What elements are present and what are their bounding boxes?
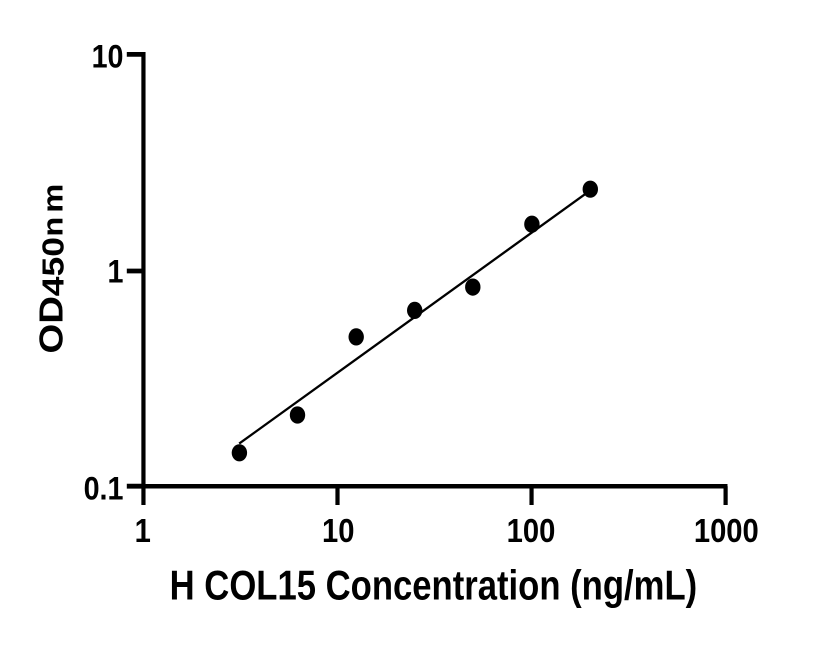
svg-text:H COL15 Concentration (ng/mL): H COL15 Concentration (ng/mL) xyxy=(170,564,698,610)
svg-text:1: 1 xyxy=(108,253,124,290)
svg-text:nm: nm xyxy=(37,184,69,237)
svg-text:10: 10 xyxy=(322,512,354,549)
svg-text:1: 1 xyxy=(135,512,151,549)
svg-text:1000: 1000 xyxy=(694,512,759,549)
svg-text:OD: OD xyxy=(33,296,70,353)
svg-text:0.1: 0.1 xyxy=(84,470,124,507)
svg-text:450: 450 xyxy=(37,237,71,296)
svg-text:10: 10 xyxy=(92,38,124,75)
svg-text:100: 100 xyxy=(507,512,556,549)
